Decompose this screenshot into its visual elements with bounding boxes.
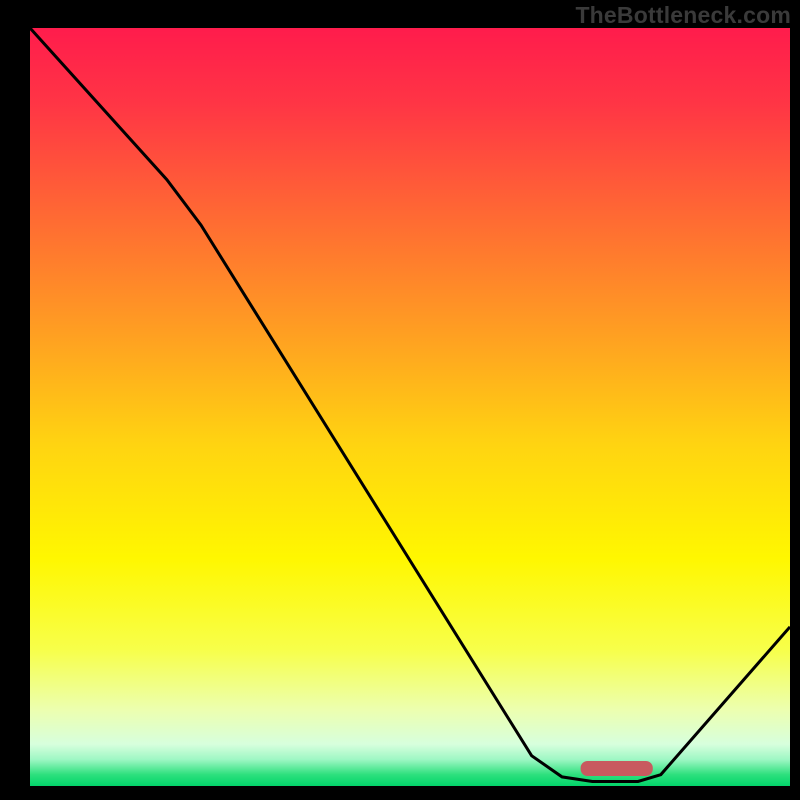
bottleneck-curve xyxy=(30,28,790,781)
optimal-range-marker xyxy=(581,761,653,776)
watermark-text: TheBottleneck.com xyxy=(575,2,791,29)
chart-frame: TheBottleneck.com xyxy=(0,0,800,800)
curve-layer xyxy=(30,28,790,786)
plot-area xyxy=(30,28,790,786)
